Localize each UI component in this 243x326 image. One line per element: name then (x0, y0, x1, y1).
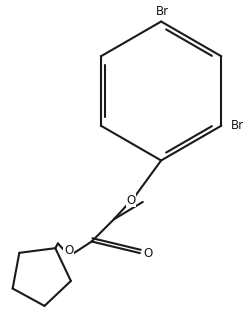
Text: O: O (64, 244, 73, 257)
Text: Br: Br (156, 5, 169, 18)
Text: Br: Br (231, 119, 243, 132)
Text: O: O (127, 194, 136, 207)
Text: O: O (143, 246, 152, 259)
